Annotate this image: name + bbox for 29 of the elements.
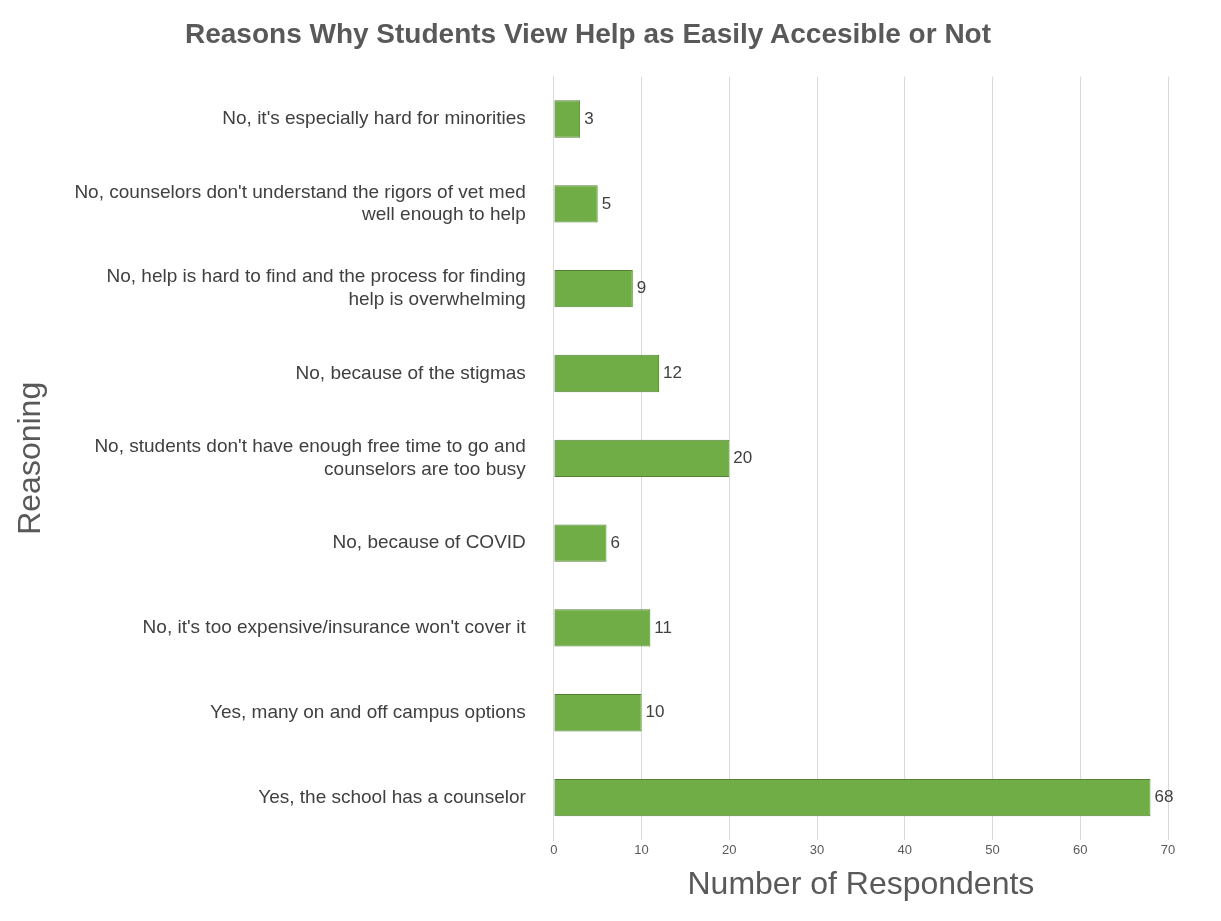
y-tick-label: Yes, many on and off campus options (210, 701, 526, 722)
data-label: 3 (584, 108, 594, 128)
y-axis-title: Reasoning (11, 381, 48, 535)
data-label: 5 (601, 193, 612, 213)
x-axis-title: Number of Respondents (687, 864, 1035, 901)
data-label: 68 (1154, 787, 1174, 807)
x-tick-label: 70 (1160, 842, 1176, 858)
y-tick-label: No, because of the stigmas (295, 361, 526, 383)
data-label: 20 (733, 447, 753, 467)
x-tick-label: 10 (634, 842, 649, 858)
data-label: 12 (663, 363, 683, 383)
x-tick-label: 50 (985, 842, 1000, 858)
x-tick-label: 40 (897, 842, 913, 858)
y-tick-label: No, counselors don't understand the rigors of vet med well enough to help (74, 180, 526, 225)
chart-title: Reasons Why Students View Help as Easily Accesible or Not (184, 17, 992, 49)
x-tick-label: 0 (550, 842, 558, 858)
y-tick-label: No, because of COVID (332, 531, 526, 553)
data-label: 10 (645, 702, 665, 722)
data-label: 9 (636, 278, 647, 298)
y-tick-label: Yes, the school has a counselor (258, 785, 527, 807)
data-label: 11 (654, 617, 672, 637)
x-tick-label: 30 (809, 842, 825, 858)
x-tick-label: 20 (722, 842, 737, 858)
y-tick-label: No, it's especially hard for minorities (222, 107, 526, 129)
x-tick-label: 60 (1073, 842, 1088, 858)
data-label: 6 (610, 532, 620, 552)
y-tick-label: No, students don't have enough free time to go and counselors are too busy (94, 435, 527, 479)
y-tick-label: No, help is hard to find and the process for finding help is overwhelming (106, 265, 526, 310)
y-tick-label: No, it's too expensive/insurance won't cover it (142, 616, 527, 638)
